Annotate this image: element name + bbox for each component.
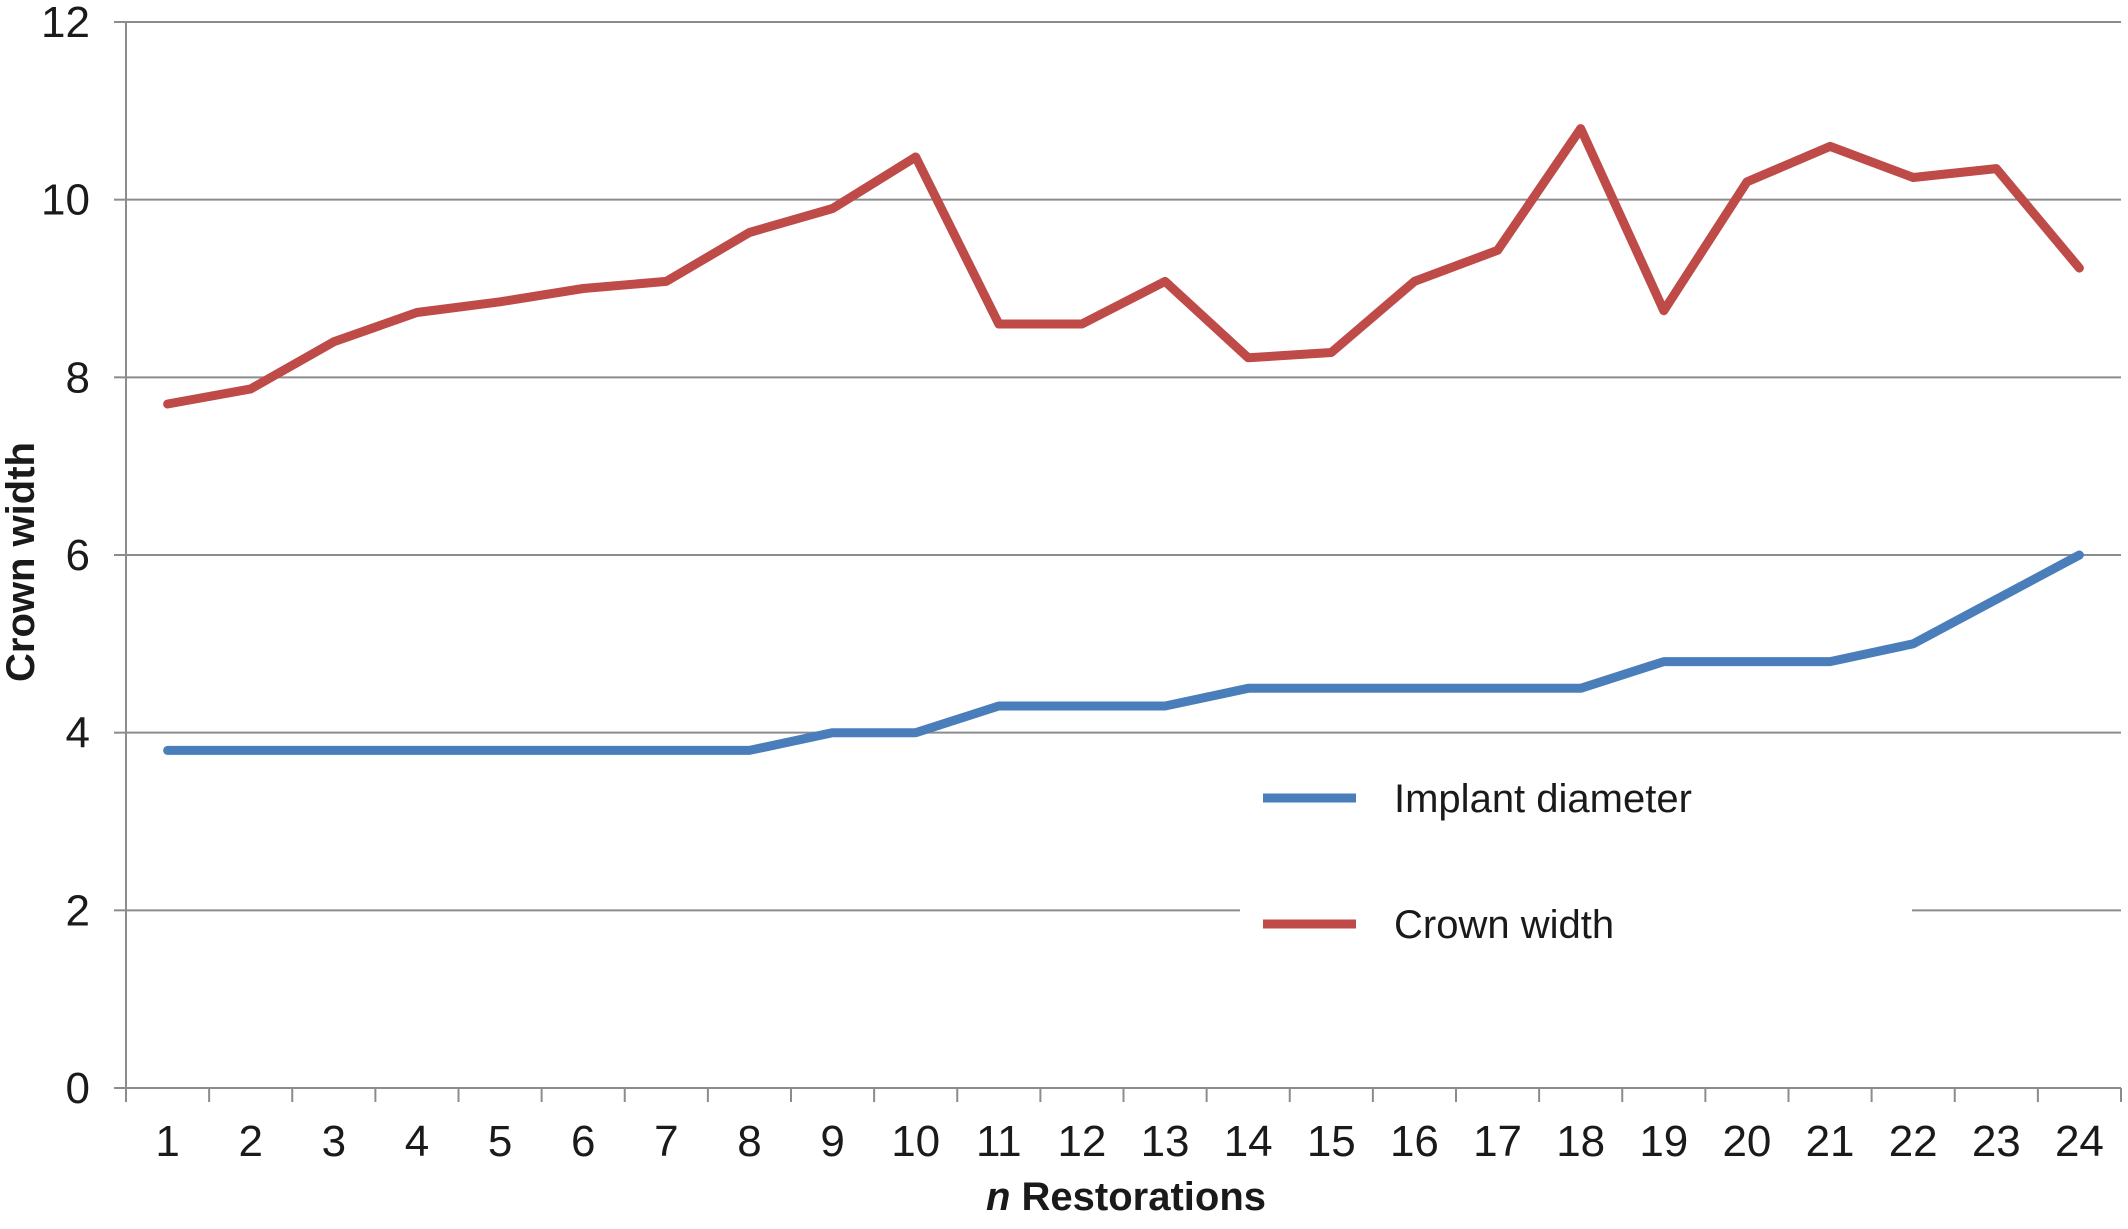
x-axis-title: n Restorations — [986, 1175, 1266, 1219]
x-tick-label: 4 — [405, 1117, 429, 1166]
legend-label: Implant diameter — [1394, 777, 1692, 821]
x-tick-label: 18 — [1556, 1117, 1605, 1166]
y-tick-label: 4 — [66, 709, 90, 758]
x-tick-label: 10 — [891, 1117, 940, 1166]
y-tick-label: 8 — [66, 353, 90, 402]
x-tick-label: 5 — [488, 1117, 512, 1166]
x-tick-label: 9 — [820, 1117, 844, 1166]
x-tick-label: 14 — [1224, 1117, 1273, 1166]
x-tick-label: 21 — [1806, 1117, 1855, 1166]
x-axis-title-italic: n — [986, 1175, 1010, 1219]
x-tick-label: 16 — [1390, 1117, 1439, 1166]
x-axis-title-rest: Restorations — [1010, 1175, 1266, 1219]
x-tick-label: 23 — [1972, 1117, 2021, 1166]
series-lines — [167, 129, 2079, 751]
x-tick-label: 13 — [1141, 1117, 1190, 1166]
x-tick-label: 12 — [1057, 1117, 1106, 1166]
x-tick-label: 22 — [1889, 1117, 1938, 1166]
x-tick-label: 11 — [976, 1117, 1022, 1166]
legend: Implant diameter Crown width — [1240, 748, 1912, 956]
legend-label: Crown width — [1394, 903, 1614, 947]
series-line-0 — [168, 555, 2080, 750]
x-tick-label: 19 — [1639, 1117, 1688, 1166]
x-tick-label: 15 — [1307, 1117, 1356, 1166]
x-tick-label: 8 — [737, 1117, 761, 1166]
x-tick-label: 20 — [1722, 1117, 1771, 1166]
y-tick-label: 12 — [41, 0, 90, 47]
x-tick-label: 1 — [155, 1117, 179, 1166]
y-tick-label: 0 — [66, 1064, 90, 1113]
x-tick-label: 2 — [238, 1117, 262, 1166]
y-axis-title: Crown width — [0, 442, 43, 682]
x-tick-label: 7 — [654, 1117, 678, 1166]
y-tick-label: 2 — [66, 886, 90, 935]
y-tick-label: 10 — [41, 176, 90, 225]
x-tick-label: 6 — [571, 1117, 595, 1166]
x-tick-label: 3 — [322, 1117, 346, 1166]
x-tick-label: 24 — [2055, 1117, 2104, 1166]
y-tick-label: 6 — [66, 531, 90, 580]
x-tick-label: 17 — [1473, 1117, 1522, 1166]
series-line-1 — [168, 129, 2080, 404]
